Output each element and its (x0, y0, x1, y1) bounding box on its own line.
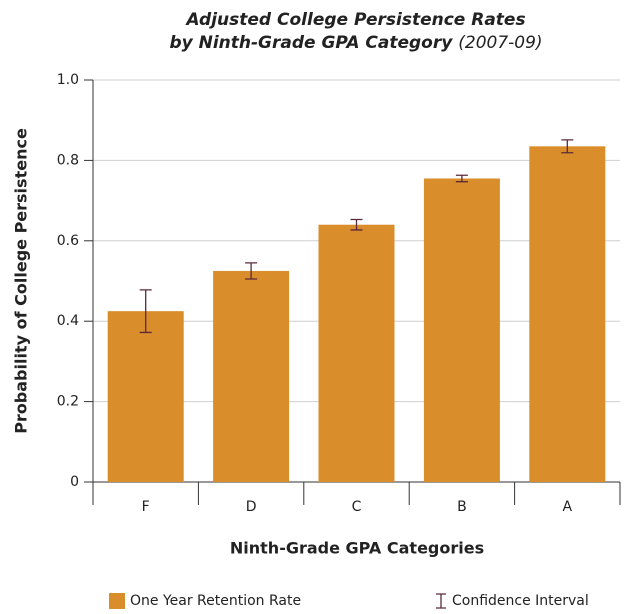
x-tick-label: F (142, 499, 150, 515)
chart-title: by Ninth-Grade GPA Category (169, 33, 453, 53)
error-bar (139, 289, 152, 334)
x-tick-label: D (246, 499, 257, 515)
error-bar (245, 262, 258, 280)
x-tick-label: C (352, 499, 362, 515)
y-axis-label: Probability of College Persistence (12, 128, 31, 434)
error-bar (350, 218, 363, 231)
x-tick-label: B (457, 499, 467, 515)
bar (423, 178, 500, 483)
chart-title: Adjusted College Persistence Rates (184, 10, 525, 30)
y-tick-label: 0 (70, 474, 79, 490)
error-bar (455, 174, 468, 183)
y-tick-label: 0.6 (57, 233, 79, 249)
error-bar (561, 139, 574, 154)
bar (107, 311, 184, 482)
bar (213, 270, 290, 482)
bar (529, 146, 606, 482)
y-tick-label: 0.4 (57, 313, 79, 329)
y-tick-label: 0.2 (57, 394, 79, 410)
y-tick-label: 0.8 (57, 152, 79, 168)
legend-error-icon (436, 593, 446, 609)
chart-subtitle: (2007-09) (458, 33, 542, 53)
x-axis-label: Ninth-Grade GPA Categories (230, 539, 484, 558)
legend-label: Confidence Interval (452, 593, 589, 609)
bar (318, 224, 395, 482)
chart-title: by Ninth-Grade GPA Category (2007-09) (169, 33, 542, 53)
legend-label: One Year Retention Rate (130, 593, 301, 609)
legend-swatch (109, 593, 125, 609)
y-tick-label: 1.0 (57, 72, 79, 88)
x-tick-label: A (563, 499, 573, 515)
